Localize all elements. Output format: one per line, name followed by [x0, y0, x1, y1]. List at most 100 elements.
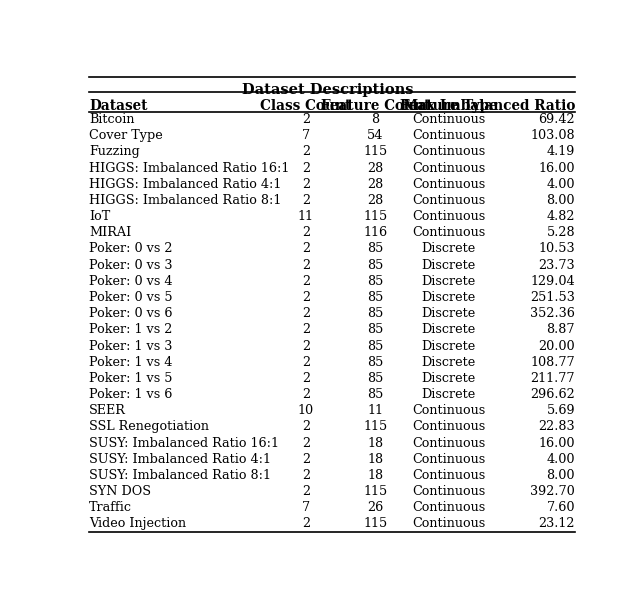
- Text: 7: 7: [302, 501, 310, 514]
- Text: 4.00: 4.00: [547, 178, 575, 191]
- Text: Discrete: Discrete: [421, 259, 476, 272]
- Text: 85: 85: [367, 259, 383, 272]
- Text: Discrete: Discrete: [421, 307, 476, 320]
- Text: Discrete: Discrete: [421, 291, 476, 304]
- Text: 16.00: 16.00: [538, 437, 575, 449]
- Text: 2: 2: [302, 291, 310, 304]
- Text: 2: 2: [302, 388, 310, 401]
- Text: 18: 18: [367, 469, 383, 482]
- Text: 22.83: 22.83: [538, 420, 575, 434]
- Text: Continuous: Continuous: [412, 226, 485, 239]
- Text: 2: 2: [302, 259, 310, 272]
- Text: 7.60: 7.60: [547, 501, 575, 514]
- Text: 18: 18: [367, 453, 383, 466]
- Text: 2: 2: [302, 485, 310, 498]
- Text: Continuous: Continuous: [412, 518, 485, 530]
- Text: SSL Renegotiation: SSL Renegotiation: [89, 420, 209, 434]
- Text: 11: 11: [367, 404, 383, 417]
- Text: 352.36: 352.36: [530, 307, 575, 320]
- Text: Continuous: Continuous: [412, 437, 485, 449]
- Text: HIGGS: Imbalanced Ratio 16:1: HIGGS: Imbalanced Ratio 16:1: [89, 162, 289, 175]
- Text: 85: 85: [367, 242, 383, 255]
- Text: 28: 28: [367, 162, 383, 175]
- Text: Feature Type: Feature Type: [400, 98, 497, 112]
- Text: 10: 10: [298, 404, 314, 417]
- Text: 2: 2: [302, 162, 310, 175]
- Text: 7: 7: [302, 129, 310, 143]
- Text: 85: 85: [367, 291, 383, 304]
- Text: 103.08: 103.08: [531, 129, 575, 143]
- Text: Discrete: Discrete: [421, 372, 476, 385]
- Text: 11: 11: [298, 210, 314, 223]
- Text: 2: 2: [302, 518, 310, 530]
- Text: 2: 2: [302, 339, 310, 353]
- Text: 392.70: 392.70: [531, 485, 575, 498]
- Text: 85: 85: [367, 323, 383, 336]
- Text: 116: 116: [364, 226, 387, 239]
- Text: Poker: 0 vs 6: Poker: 0 vs 6: [89, 307, 172, 320]
- Text: IoT: IoT: [89, 210, 110, 223]
- Text: Continuous: Continuous: [412, 178, 485, 191]
- Text: 115: 115: [364, 420, 387, 434]
- Text: 69.42: 69.42: [538, 113, 575, 126]
- Text: Continuous: Continuous: [412, 404, 485, 417]
- Text: 28: 28: [367, 194, 383, 207]
- Text: Continuous: Continuous: [412, 469, 485, 482]
- Text: Poker: 0 vs 5: Poker: 0 vs 5: [89, 291, 173, 304]
- Text: 5.28: 5.28: [547, 226, 575, 239]
- Text: Continuous: Continuous: [412, 501, 485, 514]
- Text: 2: 2: [302, 113, 310, 126]
- Text: 2: 2: [302, 242, 310, 255]
- Text: Continuous: Continuous: [412, 485, 485, 498]
- Text: Class Count: Class Count: [260, 98, 351, 112]
- Text: 23.12: 23.12: [538, 518, 575, 530]
- Text: 8.87: 8.87: [547, 323, 575, 336]
- Text: Continuous: Continuous: [412, 129, 485, 143]
- Text: 2: 2: [302, 275, 310, 288]
- Text: Discrete: Discrete: [421, 275, 476, 288]
- Text: 2: 2: [302, 146, 310, 158]
- Text: Poker: 0 vs 4: Poker: 0 vs 4: [89, 275, 172, 288]
- Text: 2: 2: [302, 178, 310, 191]
- Text: Poker: 1 vs 4: Poker: 1 vs 4: [89, 356, 172, 368]
- Text: 115: 115: [364, 518, 387, 530]
- Text: 85: 85: [367, 372, 383, 385]
- Text: Traffic: Traffic: [89, 501, 132, 514]
- Text: HIGGS: Imbalanced Ratio 8:1: HIGGS: Imbalanced Ratio 8:1: [89, 194, 282, 207]
- Text: 115: 115: [364, 146, 387, 158]
- Text: Poker: 1 vs 3: Poker: 1 vs 3: [89, 339, 172, 353]
- Text: Video Injection: Video Injection: [89, 518, 186, 530]
- Text: 2: 2: [302, 323, 310, 336]
- Text: Max Imbalanced Ratio: Max Imbalanced Ratio: [403, 98, 575, 112]
- Text: 23.73: 23.73: [538, 259, 575, 272]
- Text: 108.77: 108.77: [531, 356, 575, 368]
- Text: 54: 54: [367, 129, 383, 143]
- Text: 211.77: 211.77: [531, 372, 575, 385]
- Text: 10.53: 10.53: [538, 242, 575, 255]
- Text: 85: 85: [367, 356, 383, 368]
- Text: Discrete: Discrete: [421, 242, 476, 255]
- Text: Poker: 1 vs 6: Poker: 1 vs 6: [89, 388, 172, 401]
- Text: 20.00: 20.00: [538, 339, 575, 353]
- Text: 8.00: 8.00: [547, 469, 575, 482]
- Text: 85: 85: [367, 275, 383, 288]
- Text: 4.82: 4.82: [547, 210, 575, 223]
- Text: 26: 26: [367, 501, 383, 514]
- Text: 28: 28: [367, 178, 383, 191]
- Text: Cover Type: Cover Type: [89, 129, 163, 143]
- Text: 2: 2: [302, 194, 310, 207]
- Text: 2: 2: [302, 307, 310, 320]
- Text: Bitcoin: Bitcoin: [89, 113, 134, 126]
- Text: Dataset Descriptions: Dataset Descriptions: [243, 83, 413, 97]
- Text: 8.00: 8.00: [547, 194, 575, 207]
- Text: HIGGS: Imbalanced Ratio 4:1: HIGGS: Imbalanced Ratio 4:1: [89, 178, 282, 191]
- Text: Discrete: Discrete: [421, 339, 476, 353]
- Text: Continuous: Continuous: [412, 194, 485, 207]
- Text: SEER: SEER: [89, 404, 126, 417]
- Text: Feature Count: Feature Count: [321, 98, 430, 112]
- Text: 2: 2: [302, 469, 310, 482]
- Text: Dataset: Dataset: [89, 98, 147, 112]
- Text: 2: 2: [302, 356, 310, 368]
- Text: 2: 2: [302, 372, 310, 385]
- Text: 85: 85: [367, 339, 383, 353]
